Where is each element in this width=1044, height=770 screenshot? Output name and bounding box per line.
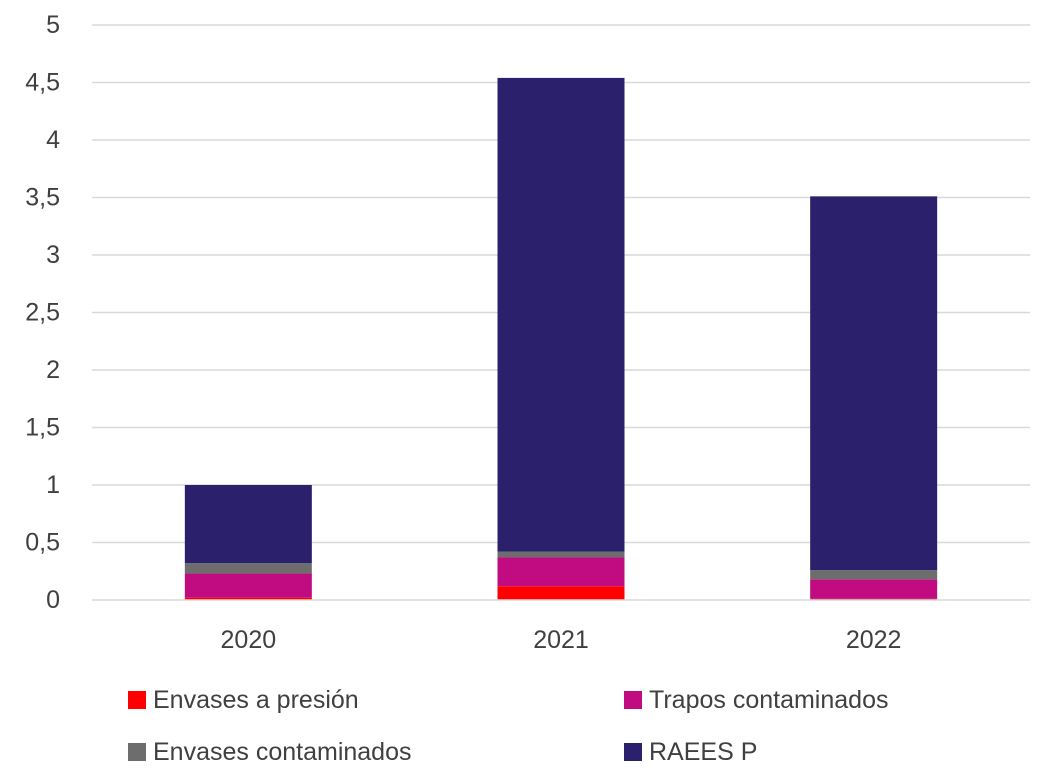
legend-item: Trapos contaminados: [624, 686, 888, 714]
x-tick-label: 2020: [221, 626, 277, 654]
y-axis-tick-labels: 0 0,5 1 1,5 2 2,5 3 3,5 4 4,5 5: [25, 11, 60, 614]
legend-label: Envases a presión: [153, 686, 359, 714]
bar-segment: [184, 573, 312, 598]
bar-segment: [810, 570, 938, 580]
legend-label: RAEES P: [649, 738, 757, 766]
bar-segment: [184, 597, 312, 600]
legend-swatch: [128, 743, 146, 761]
bar-segment: [184, 563, 312, 574]
y-tick-label: 3,5: [25, 184, 60, 212]
bar-segment: [810, 579, 938, 599]
y-tick-label: 0: [46, 586, 60, 614]
y-tick-label: 3: [46, 241, 60, 269]
bar-segment: [497, 586, 625, 600]
bar-segment: [184, 485, 312, 564]
y-tick-label: 5: [46, 11, 60, 39]
x-tick-label: 2021: [533, 626, 589, 654]
legend-swatch: [624, 691, 642, 709]
y-tick-label: 4: [46, 126, 60, 154]
bars: [184, 77, 938, 600]
legend-label: Envases contaminados: [153, 738, 411, 766]
y-tick-label: 1,5: [25, 414, 60, 442]
y-tick-label: 1: [46, 471, 60, 499]
y-tick-label: 2,5: [25, 299, 60, 327]
y-tick-label: 4,5: [25, 69, 60, 97]
x-axis-tick-labels: 2020 2021 2022: [221, 626, 902, 654]
legend-item: Envases a presión: [128, 686, 359, 714]
legend-swatch: [624, 743, 642, 761]
bar-segment: [497, 551, 625, 558]
legend-item: RAEES P: [624, 738, 757, 766]
y-tick-label: 0,5: [25, 529, 60, 557]
legend-swatch: [128, 691, 146, 709]
bar-segment: [497, 557, 625, 587]
bar-segment: [497, 77, 625, 552]
legend-label: Trapos contaminados: [649, 686, 888, 714]
bar-segment: [810, 196, 938, 571]
x-tick-label: 2022: [846, 626, 902, 654]
legend-item: Envases contaminados: [128, 738, 411, 766]
y-tick-label: 2: [46, 356, 60, 384]
legend: Envases a presión Trapos contaminados Enva…: [128, 686, 888, 766]
